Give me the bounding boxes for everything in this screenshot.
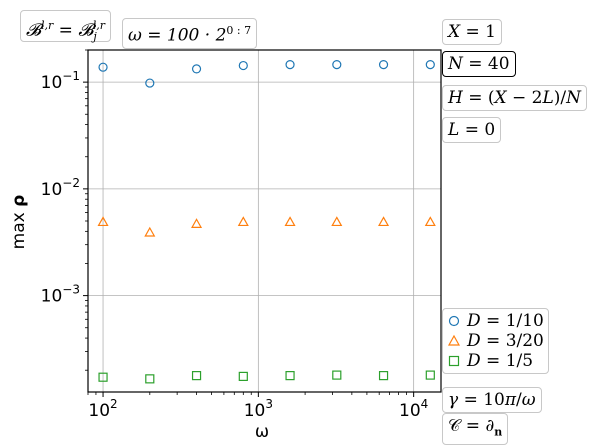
data-point-series-3 — [425, 370, 435, 380]
data-point-series-3 — [145, 374, 155, 384]
data-point-series-2 — [378, 216, 390, 227]
data-point-series-3 — [191, 371, 202, 381]
c-param-box: 𝒞 = ∂n — [442, 413, 509, 446]
x-tick-label: 103 — [244, 397, 273, 421]
plot-frame — [87, 49, 442, 393]
axis-ticks: 102 103 104 10−3 10−2 10−1 — [41, 49, 428, 421]
l-param-box: L = 0 — [442, 117, 502, 143]
y-tick-label: 10−3 — [41, 283, 80, 307]
data-point-series-2 — [191, 218, 203, 228]
data-point-series-2 — [424, 216, 436, 227]
data-point-series-3 — [378, 371, 389, 381]
data-point-series-3 — [332, 370, 342, 380]
data-point-series-1 — [191, 64, 202, 74]
y-tick-label: 10−2 — [41, 176, 80, 200]
boundary-condition-box: 𝓑l,r = 𝓑jl,r — [20, 10, 112, 43]
data-point-series-2 — [97, 216, 109, 227]
data-point-series-1 — [238, 60, 248, 71]
x-axis-label: ω — [255, 422, 269, 442]
omega-range-box: ω = 100 · 20 : 7 — [122, 18, 258, 49]
triangle-marker-icon — [447, 334, 461, 346]
legend: D = 1/10 D = 3/20 D = 1/5 — [442, 308, 549, 374]
x-tick-label: 102 — [88, 397, 117, 421]
data-point-series-3 — [285, 371, 295, 381]
data-point-series-3 — [238, 371, 248, 382]
data-point-series-1 — [145, 78, 155, 88]
data-point-series-1 — [285, 59, 295, 70]
x-param-box: X = 1 — [442, 19, 502, 45]
legend-item-3: D = 1/5 — [447, 351, 544, 371]
data-marks — [97, 59, 436, 384]
data-point-series-1 — [332, 59, 342, 70]
data-point-series-1 — [98, 62, 108, 72]
data-point-series-1 — [378, 59, 389, 70]
n-param-box: N = 40 — [442, 51, 516, 77]
h-param-box: H = (X − 2L)/N — [442, 85, 588, 111]
grid — [88, 50, 441, 392]
square-marker-icon — [448, 355, 460, 367]
data-point-series-1 — [425, 59, 435, 70]
circle-marker-icon — [448, 315, 460, 327]
y-axis-label: max ρ — [9, 195, 29, 250]
legend-item-1: D = 1/10 — [447, 311, 544, 331]
data-point-series-2 — [144, 226, 156, 237]
x-tick-label: 104 — [399, 397, 428, 421]
legend-item-2: D = 3/20 — [447, 331, 544, 351]
data-point-series-2 — [284, 216, 296, 227]
y-tick-label: 10−1 — [41, 69, 80, 93]
gamma-param-box: γ = 10π/ω — [442, 387, 542, 413]
data-point-series-2 — [331, 216, 343, 227]
data-point-series-3 — [98, 372, 108, 382]
data-point-series-2 — [237, 216, 249, 227]
